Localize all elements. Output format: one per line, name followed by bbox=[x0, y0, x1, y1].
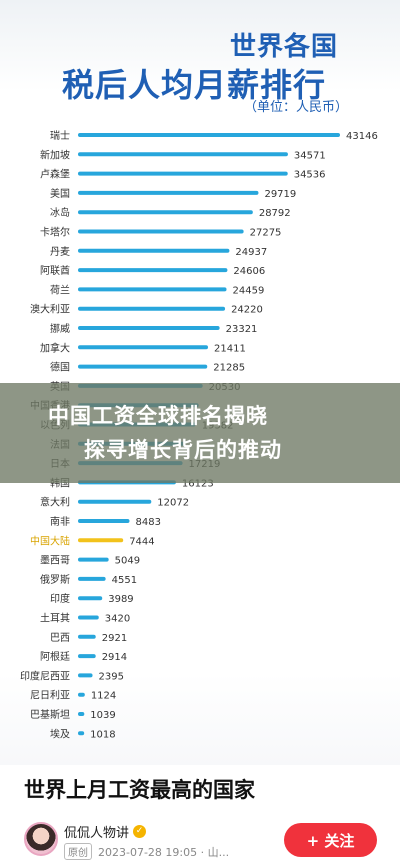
headline-overlay bbox=[0, 383, 400, 483]
value-label: 2395 bbox=[99, 671, 124, 682]
category-label: 瑞士 bbox=[50, 129, 70, 142]
bar bbox=[78, 133, 340, 137]
bar bbox=[78, 171, 288, 176]
value-label: 2914 bbox=[102, 652, 127, 663]
publish-info: 2023-07-28 19:05 · 山... bbox=[98, 845, 230, 859]
bar bbox=[78, 576, 106, 581]
category-label: 美国 bbox=[50, 187, 70, 200]
bar bbox=[78, 596, 103, 601]
category-label: 中国大陆 bbox=[30, 534, 70, 547]
value-label: 24220 bbox=[231, 305, 263, 316]
bar bbox=[78, 248, 230, 253]
category-label: 澳大利亚 bbox=[30, 303, 70, 316]
value-label: 16123 bbox=[182, 478, 214, 489]
category-label: 卢森堡 bbox=[40, 168, 70, 181]
bar bbox=[78, 345, 209, 350]
category-label: 丹麦 bbox=[50, 246, 70, 258]
category-label: 加拿大 bbox=[40, 341, 70, 354]
bar bbox=[78, 306, 226, 311]
value-label: 1124 bbox=[91, 691, 116, 702]
bar bbox=[78, 364, 208, 369]
category-label: 土耳其 bbox=[40, 612, 70, 625]
value-label: 7444 bbox=[129, 536, 154, 547]
bar bbox=[78, 654, 96, 659]
author-info[interactable]: 侃侃人物讲 ✓ bbox=[64, 822, 147, 841]
value-label: 2921 bbox=[102, 633, 127, 644]
bar bbox=[78, 152, 288, 157]
author-avatar[interactable] bbox=[24, 822, 58, 856]
bar bbox=[78, 268, 228, 273]
category-label: 墨西哥 bbox=[40, 555, 70, 567]
bar bbox=[78, 229, 244, 234]
value-label: 34536 bbox=[294, 170, 326, 181]
bar bbox=[78, 615, 99, 620]
value-label: 1018 bbox=[90, 729, 115, 740]
bar bbox=[78, 499, 152, 504]
bar bbox=[78, 287, 227, 292]
original-tag: 原创 bbox=[64, 843, 92, 860]
value-label: 3420 bbox=[105, 614, 130, 625]
value-label: 24459 bbox=[233, 285, 265, 296]
category-label: 尼日利亚 bbox=[30, 690, 70, 702]
headline-line-2: 探寻增长背后的推动 bbox=[84, 438, 282, 462]
category-label: 巴西 bbox=[50, 632, 70, 644]
bar bbox=[78, 557, 109, 562]
category-label: 印度 bbox=[50, 592, 70, 605]
value-label: 8483 bbox=[136, 517, 161, 528]
category-label: 德国 bbox=[50, 361, 70, 374]
bar bbox=[78, 326, 220, 330]
verified-badge-icon: ✓ bbox=[133, 825, 147, 838]
chart-unit: （单位：人民币） bbox=[243, 100, 348, 115]
value-label: 21285 bbox=[213, 363, 245, 374]
category-label: 意大利 bbox=[40, 496, 70, 509]
value-label: 24937 bbox=[235, 247, 267, 258]
value-label: 3989 bbox=[108, 594, 133, 605]
article-meta: 原创 2023-07-28 19:05 · 山... bbox=[64, 843, 229, 860]
value-label: 28792 bbox=[259, 208, 291, 219]
bar bbox=[78, 712, 85, 716]
bar bbox=[78, 731, 85, 736]
bar bbox=[78, 210, 253, 215]
value-label: 43146 bbox=[346, 131, 378, 142]
author-name[interactable]: 侃侃人物讲 bbox=[64, 826, 130, 841]
bar bbox=[78, 538, 124, 543]
value-label: 29719 bbox=[264, 189, 296, 200]
value-label: 1039 bbox=[90, 710, 115, 721]
value-label: 24606 bbox=[233, 266, 265, 277]
category-label: 埃及 bbox=[50, 727, 70, 740]
headline-line-1: 中国工资全球排名揭晓 bbox=[48, 404, 268, 428]
category-label: 冰岛 bbox=[50, 206, 70, 219]
category-label: 阿联酋 bbox=[40, 264, 70, 277]
bar bbox=[78, 692, 85, 697]
value-label: 34571 bbox=[294, 150, 326, 161]
bar bbox=[78, 634, 96, 639]
article-title[interactable]: 世界上月工资最高的国家 bbox=[24, 778, 255, 802]
value-label: 5049 bbox=[115, 556, 140, 567]
category-label: 新加坡 bbox=[40, 148, 70, 161]
category-label: 荷兰 bbox=[50, 283, 70, 296]
category-label: 挪威 bbox=[50, 322, 70, 335]
value-label: 12072 bbox=[157, 498, 189, 509]
value-label: 4551 bbox=[112, 575, 137, 586]
value-label: 21411 bbox=[214, 343, 246, 354]
value-label: 27275 bbox=[250, 228, 282, 239]
category-label: 卡塔尔 bbox=[40, 226, 70, 239]
category-label: 南非 bbox=[50, 515, 70, 528]
follow-button[interactable]: + 关注 bbox=[284, 823, 377, 857]
chart-subtitle: 税后人均月薪排行 bbox=[62, 66, 327, 104]
bar bbox=[78, 519, 130, 523]
bar bbox=[78, 190, 259, 195]
category-label: 印度尼西亚 bbox=[20, 669, 70, 682]
bar bbox=[78, 673, 93, 678]
category-label: 巴基斯坦 bbox=[30, 708, 70, 721]
category-label: 阿根廷 bbox=[40, 650, 70, 663]
value-label: 23321 bbox=[226, 324, 258, 335]
category-label: 俄罗斯 bbox=[40, 573, 70, 586]
chart-title: 世界各国 bbox=[229, 32, 338, 62]
